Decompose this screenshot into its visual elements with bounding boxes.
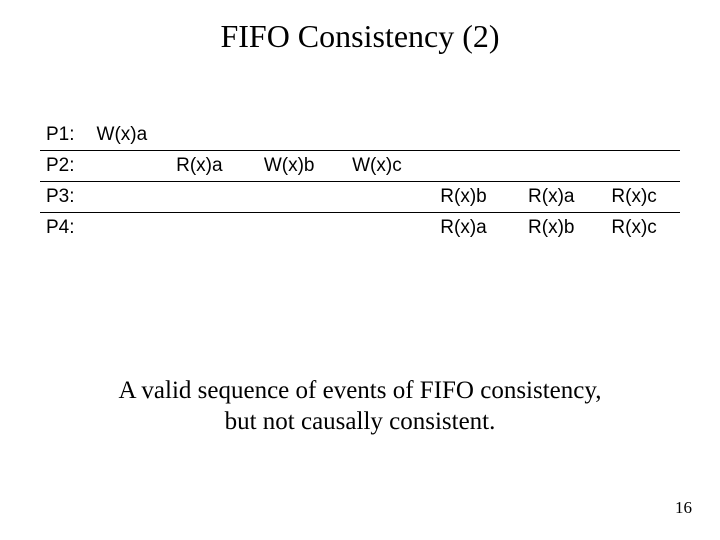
table-row: P3: R(x)b R(x)a R(x)c bbox=[40, 182, 680, 213]
cell bbox=[605, 120, 680, 151]
proc-label: P2: bbox=[40, 151, 91, 182]
table-row: P4: R(x)a R(x)b R(x)c bbox=[40, 213, 680, 244]
slide-title: FIFO Consistency (2) bbox=[0, 0, 720, 65]
cell bbox=[346, 213, 434, 244]
cell bbox=[258, 213, 346, 244]
page-number: 16 bbox=[675, 498, 692, 518]
proc-label: P4: bbox=[40, 213, 91, 244]
caption: A valid sequence of events of FIFO consi… bbox=[0, 375, 720, 438]
cell bbox=[258, 182, 346, 213]
caption-line2: but not causally consistent. bbox=[225, 408, 496, 435]
cell: R(x)a bbox=[434, 213, 522, 244]
proc-label: P3: bbox=[40, 182, 91, 213]
cell: R(x)a bbox=[522, 182, 605, 213]
proc-label: P1: bbox=[40, 120, 91, 151]
cell: R(x)c bbox=[605, 213, 680, 244]
cell bbox=[170, 213, 258, 244]
cell bbox=[91, 213, 171, 244]
cell bbox=[522, 151, 605, 182]
table-row: P1: W(x)a bbox=[40, 120, 680, 151]
cell bbox=[91, 182, 171, 213]
cell: W(x)a bbox=[91, 120, 171, 151]
cell bbox=[346, 182, 434, 213]
caption-line1: A valid sequence of events of FIFO consi… bbox=[119, 377, 602, 404]
cell: R(x)a bbox=[170, 151, 258, 182]
cell: R(x)b bbox=[434, 182, 522, 213]
cell bbox=[434, 151, 522, 182]
cell bbox=[91, 151, 171, 182]
cell: R(x)b bbox=[522, 213, 605, 244]
event-grid: P1: W(x)a P2: R(x)a W(x)b W(x)c P3: R(x) bbox=[40, 120, 680, 243]
cell bbox=[522, 120, 605, 151]
cell bbox=[434, 120, 522, 151]
cell bbox=[346, 120, 434, 151]
table-row: P2: R(x)a W(x)b W(x)c bbox=[40, 151, 680, 182]
cell bbox=[258, 120, 346, 151]
event-table: P1: W(x)a P2: R(x)a W(x)b W(x)c P3: R(x) bbox=[40, 120, 680, 243]
cell bbox=[170, 120, 258, 151]
cell: W(x)c bbox=[346, 151, 434, 182]
cell: R(x)c bbox=[605, 182, 680, 213]
cell bbox=[605, 151, 680, 182]
cell bbox=[170, 182, 258, 213]
cell: W(x)b bbox=[258, 151, 346, 182]
